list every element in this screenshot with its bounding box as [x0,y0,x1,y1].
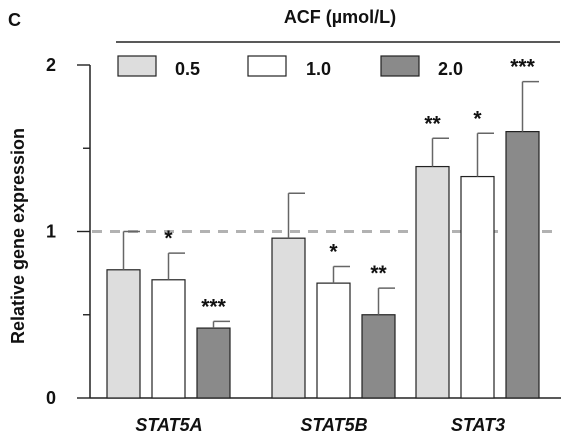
significance-stat5a-1-0: * [164,227,173,250]
bar-stat3-0-5 [415,165,450,399]
legend-swatch-1-0 [247,55,287,77]
legend-swatch-0-5 [117,55,157,77]
legend-swatch-2-0 [380,55,420,77]
bar-stat3-2-0 [505,131,540,399]
legend-title: ACF (µmol/L) [284,7,396,27]
panel-label: C [8,10,21,30]
bar-stat5a-1-0 [151,279,186,399]
significance-stat3-0-5: ** [424,112,441,135]
y-tick-label-0: 0 [46,388,56,408]
significance-stat5a-2-0: *** [201,295,226,318]
legend: 0.5 1.0 2.0 [117,55,463,79]
legend-label-1-0: 1.0 [306,59,331,79]
x-tick-label-stat3: STAT3 [451,415,505,435]
y-axis-label: Relative gene expression [8,128,28,344]
significance-stat5b-1-0: * [329,240,338,263]
x-tick-label-stat5b: STAT5B [300,415,367,435]
significance-stat3-1-0: * [473,107,482,130]
y-tick-label-1: 1 [46,222,56,242]
significance-stat3-2-0: *** [510,56,535,79]
bar-stat5b-2-0 [361,314,396,399]
bar-stat3-1-0 [460,175,495,399]
bar-stat5b-1-0 [316,282,351,399]
category-group-stat5a: **** [106,227,231,399]
category-group-stat3: ** **** [415,56,540,399]
legend-label-0-5: 0.5 [175,59,200,79]
legend-label-2-0: 2.0 [438,59,463,79]
plot-area: 012****STAT5A***STAT5B** ****STAT3 [46,55,561,435]
x-tick-label-stat5a: STAT5A [135,415,202,435]
legend-item-1-0: 1.0 [247,55,331,79]
bar-stat5a-0-5 [106,269,141,399]
bar-stat5a-2-0 [196,327,231,399]
category-group-stat5b: *** [271,192,396,399]
bar-stat5b-0-5 [271,237,306,399]
legend-item-2-0: 2.0 [380,55,463,79]
legend-item-0-5: 0.5 [117,55,200,79]
significance-stat5b-2-0: ** [370,262,387,285]
y-tick-label-2: 2 [46,55,56,75]
